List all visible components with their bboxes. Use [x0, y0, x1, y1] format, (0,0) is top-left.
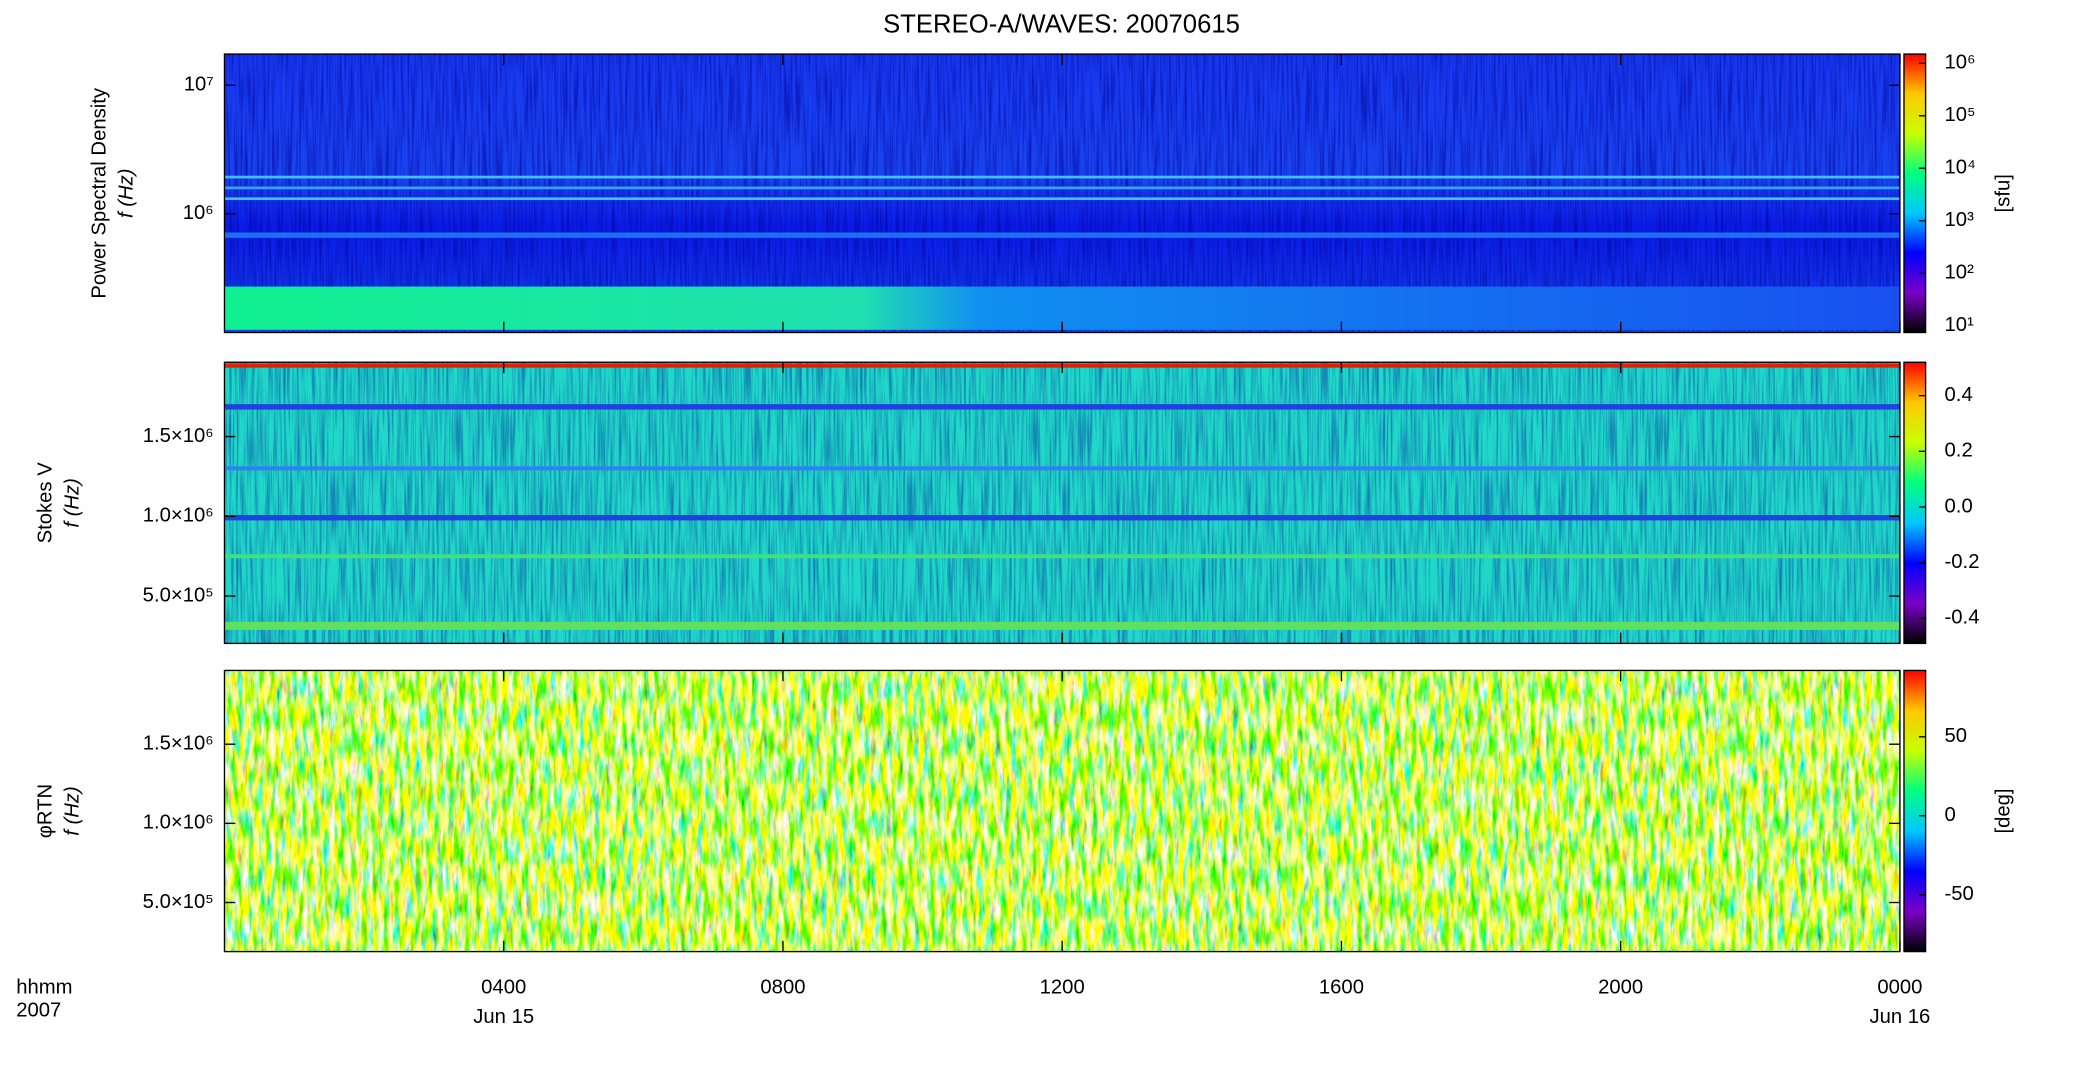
- y-tick-label: 10⁷: [184, 74, 214, 96]
- y-tick-label: 5.0×10⁵: [143, 891, 214, 913]
- colorbar-tick-label: 10¹: [1945, 314, 1975, 336]
- y-tick-label: 10⁶: [183, 202, 214, 224]
- colorbar-tick-label: 10⁵: [1945, 104, 1976, 126]
- colorbar-label: [deg]: [1992, 788, 2014, 833]
- y-tick-label: 1.0×10⁶: [143, 505, 214, 527]
- chart-title: STEREO-A/WAVES: 20070615: [883, 10, 1240, 38]
- y-axis-label: f (Hz): [61, 786, 83, 836]
- y-axis-label: f (Hz): [115, 169, 137, 219]
- x-axis-unit: hhmm: [16, 976, 72, 998]
- colorbar-tick-label: 0.0: [1945, 495, 1973, 517]
- y-axis-label: Stokes V: [34, 462, 56, 544]
- colorbar-tick-label: 10³: [1945, 209, 1975, 231]
- colorbar: [1903, 53, 1927, 334]
- y-tick-label: 1.0×10⁶: [143, 812, 214, 834]
- x-axis-year: 2007: [16, 999, 61, 1021]
- colorbar: [1903, 669, 1927, 953]
- colorbar-tick-label: -50: [1945, 883, 1974, 905]
- x-tick-label: 2000: [1598, 976, 1643, 998]
- y-axis-label: φRTN: [34, 784, 56, 838]
- colorbar-label: [sfu]: [1992, 174, 2014, 212]
- colorbar-tick-label: 0.4: [1945, 384, 1973, 406]
- colorbar-tick-label: 10⁶: [1945, 52, 1976, 74]
- panel-decoration: [224, 54, 1900, 952]
- x-tick-label: 0400: [481, 976, 526, 998]
- x-date-label: Jun 16: [1869, 1006, 1930, 1028]
- x-tick-label: 1200: [1040, 976, 1085, 998]
- y-tick-label: 1.5×10⁶: [143, 733, 214, 755]
- y-tick-label: 5.0×10⁵: [143, 584, 214, 606]
- colorbar-tick-label: 0.2: [1945, 440, 1973, 462]
- colorbar: [1903, 361, 1927, 645]
- x-date-label: Jun 15: [473, 1006, 534, 1028]
- y-axis-label: Power Spectral Density: [88, 87, 110, 298]
- colorbar-tick-label: 10⁴: [1945, 157, 1976, 179]
- colorbar-tick-label: 50: [1945, 725, 1968, 747]
- x-tick-label: 0000: [1877, 976, 1922, 998]
- x-tick-label: 1600: [1319, 976, 1364, 998]
- y-axis-label: f (Hz): [61, 478, 83, 528]
- colorbar-tick-label: 0: [1945, 804, 1956, 826]
- y-tick-label: 1.5×10⁶: [143, 425, 214, 447]
- colorbar-tick-label: -0.2: [1945, 551, 1980, 573]
- x-tick-label: 0800: [760, 976, 805, 998]
- colorbar-tick-label: 10²: [1945, 262, 1975, 284]
- colorbar-tick-label: -0.4: [1945, 607, 1980, 629]
